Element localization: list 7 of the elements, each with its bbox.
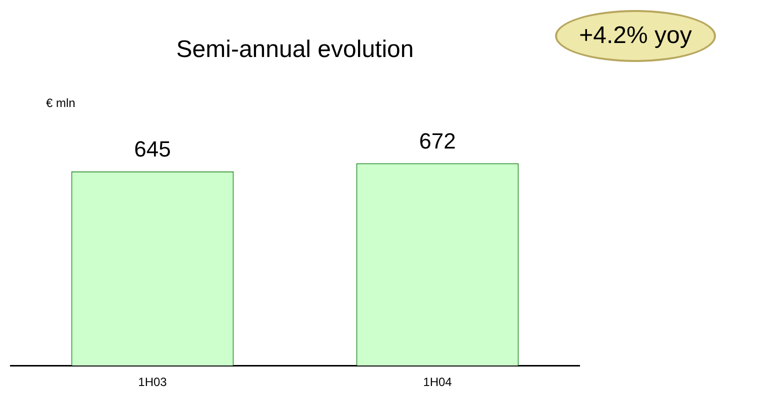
chart-title: Semi-annual evolution [176,36,414,64]
data-label: 672 [419,128,456,154]
x-tick-label: 1H04 [423,375,452,390]
x-tick-label: 1H03 [138,375,168,390]
oval-callout: +4.2% yoy [555,10,716,62]
data-label: 645 [134,136,171,162]
text: € mln [46,96,76,110]
